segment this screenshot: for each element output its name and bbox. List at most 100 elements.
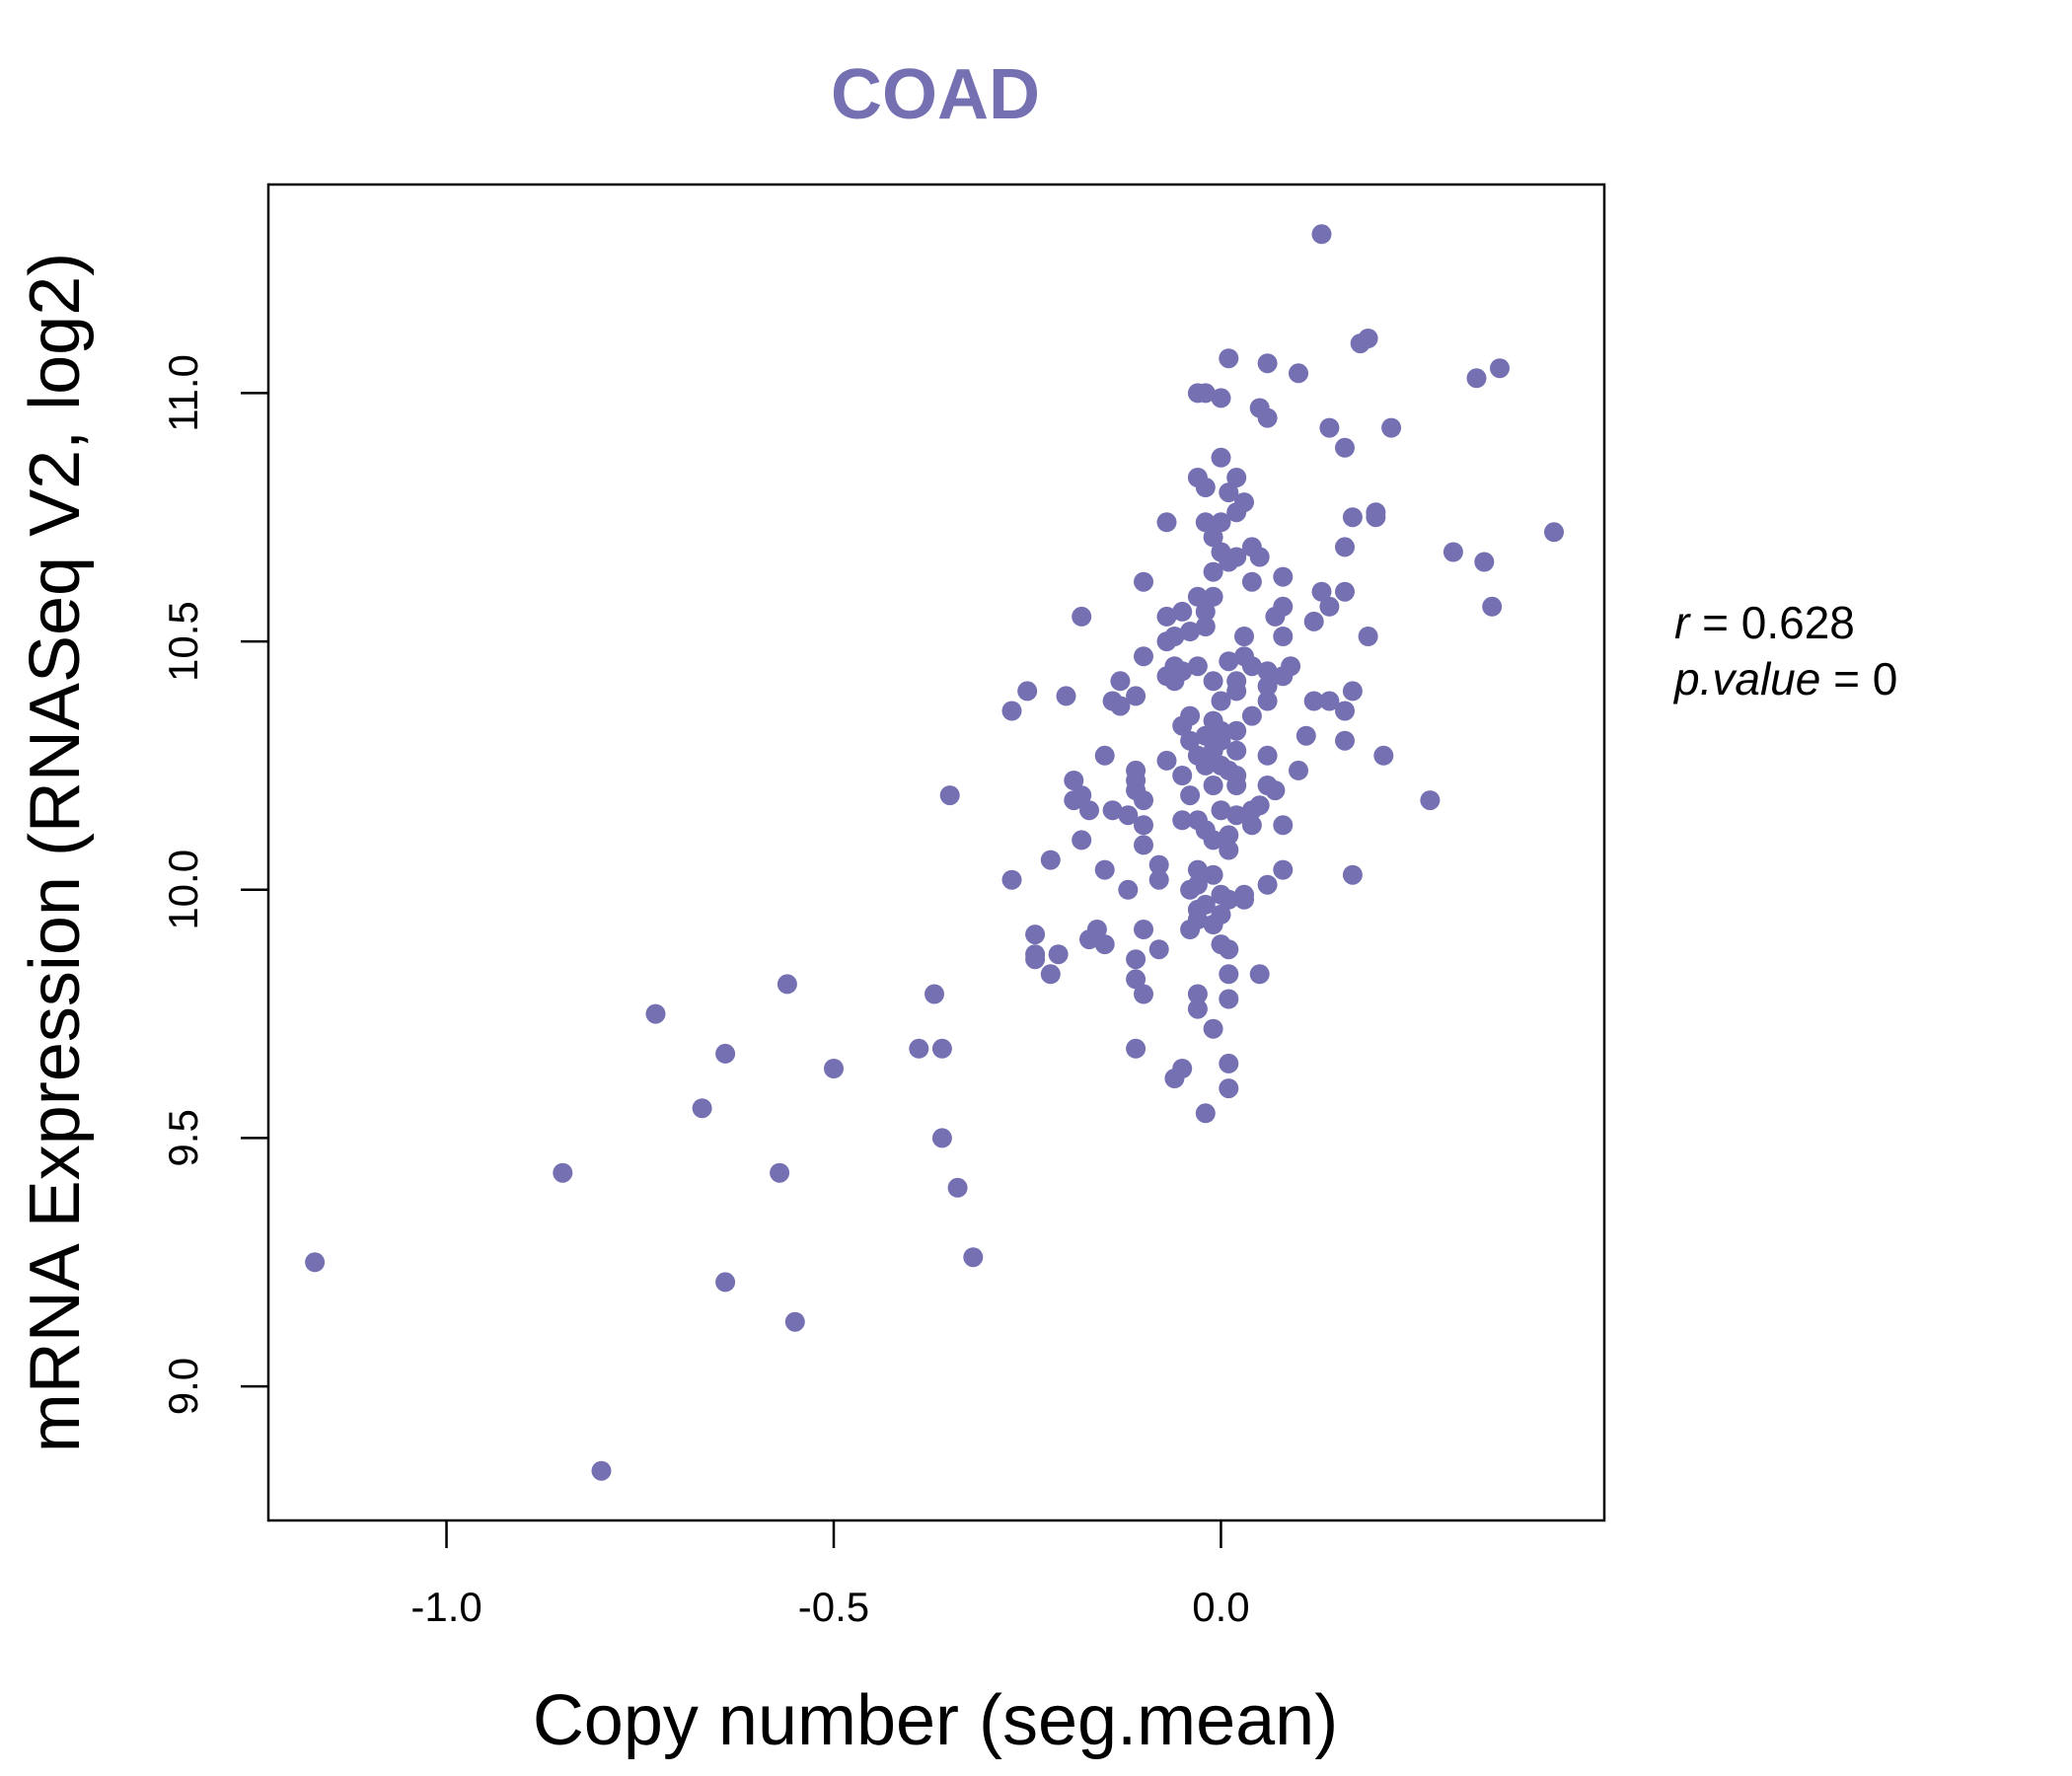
x-axis: -1.0 -0.5 0.0 <box>410 1520 1250 1630</box>
data-point <box>939 785 960 806</box>
data-point <box>1017 681 1038 702</box>
data-point <box>1164 671 1185 692</box>
data-point <box>1219 1053 1239 1073</box>
data-point <box>1273 859 1294 880</box>
data-point <box>1172 810 1193 831</box>
data-point <box>591 1460 612 1481</box>
data-point <box>1134 984 1153 1004</box>
data-point <box>770 1162 790 1183</box>
data-point <box>1187 383 1208 404</box>
data-point <box>1094 934 1115 955</box>
data-point <box>1257 745 1278 766</box>
data-point <box>1265 780 1286 801</box>
data-point <box>1311 581 1332 602</box>
data-point <box>1319 596 1340 617</box>
data-point <box>1211 800 1231 821</box>
data-point <box>1072 606 1092 627</box>
data-point <box>1295 725 1316 746</box>
data-point <box>1226 468 1247 487</box>
data-point <box>1358 627 1378 646</box>
data-point <box>1126 949 1147 970</box>
r-label: r <box>1674 597 1691 648</box>
data-point <box>1219 989 1239 1009</box>
data-point <box>1466 368 1487 389</box>
data-point <box>1187 859 1208 880</box>
data-point <box>1187 586 1208 607</box>
points-layer <box>305 224 1564 1481</box>
data-point <box>1118 805 1139 826</box>
y-tick-label: 11.0 <box>160 354 206 432</box>
data-point <box>1001 701 1022 721</box>
data-point <box>1211 388 1231 408</box>
data-point <box>1381 417 1402 438</box>
data-point <box>1241 571 1262 592</box>
data-point <box>931 1128 952 1148</box>
data-point <box>1187 984 1208 1004</box>
data-point <box>1195 478 1216 497</box>
p-value-stat: p.value = 0 <box>1672 653 1897 704</box>
data-point <box>1134 835 1153 855</box>
data-point <box>1257 661 1278 682</box>
data-point <box>715 1043 736 1064</box>
data-point <box>1072 830 1092 851</box>
data-point <box>1319 417 1340 438</box>
data-point <box>909 1038 929 1059</box>
data-point <box>1110 671 1131 692</box>
y-tick-label: 9.0 <box>160 1358 206 1415</box>
data-point <box>1148 869 1169 890</box>
data-point <box>1195 601 1216 622</box>
y-tick-label: 10.5 <box>160 601 206 682</box>
data-point <box>1148 854 1169 875</box>
data-point <box>1234 889 1254 910</box>
data-point <box>1443 542 1463 562</box>
p-equals: = <box>1820 653 1872 704</box>
data-point <box>1203 561 1223 582</box>
data-point <box>925 984 944 1004</box>
data-point <box>1241 656 1262 677</box>
data-point <box>1241 705 1262 726</box>
data-point <box>1040 850 1061 870</box>
data-point <box>947 1177 968 1198</box>
data-point <box>1203 527 1223 548</box>
correlation-stat: r = 0.628 <box>1674 597 1855 648</box>
data-point <box>1064 790 1084 811</box>
p-label: p.value <box>1672 653 1820 704</box>
data-point <box>1303 691 1324 711</box>
data-point <box>1156 631 1177 652</box>
data-point <box>1366 507 1386 528</box>
data-point <box>1102 800 1123 821</box>
data-point <box>1079 800 1099 821</box>
data-point <box>1219 348 1239 369</box>
r-equals: = <box>1689 597 1740 648</box>
data-point <box>1164 1069 1185 1088</box>
data-point <box>1490 358 1510 379</box>
data-point <box>1257 407 1278 428</box>
x-axis-label: Copy number (seg.mean) <box>533 1681 1338 1760</box>
data-point <box>1048 944 1069 965</box>
y-tick-label: 9.5 <box>160 1109 206 1166</box>
data-point <box>1373 745 1394 766</box>
data-point <box>1025 949 1046 970</box>
data-point <box>1474 552 1495 572</box>
data-point <box>1134 646 1153 667</box>
y-axis: 9.0 9.5 10.0 10.5 11.0 <box>160 354 268 1415</box>
data-point <box>1234 627 1254 646</box>
data-point <box>1226 776 1247 795</box>
data-point <box>1226 740 1247 761</box>
data-point <box>1226 720 1247 741</box>
data-point <box>1544 522 1564 543</box>
data-point <box>1156 606 1177 627</box>
data-point <box>1195 725 1216 746</box>
data-point <box>1303 611 1324 631</box>
data-point <box>1094 745 1115 766</box>
data-point <box>1241 815 1262 836</box>
data-point <box>1134 790 1153 811</box>
data-point <box>1172 715 1193 736</box>
y-tick-label: 10.0 <box>160 850 206 930</box>
data-point <box>1219 651 1239 672</box>
data-point <box>1273 566 1294 587</box>
data-point <box>1203 586 1223 607</box>
data-point <box>1203 740 1223 761</box>
data-point <box>1226 681 1247 702</box>
data-point <box>1211 691 1231 711</box>
